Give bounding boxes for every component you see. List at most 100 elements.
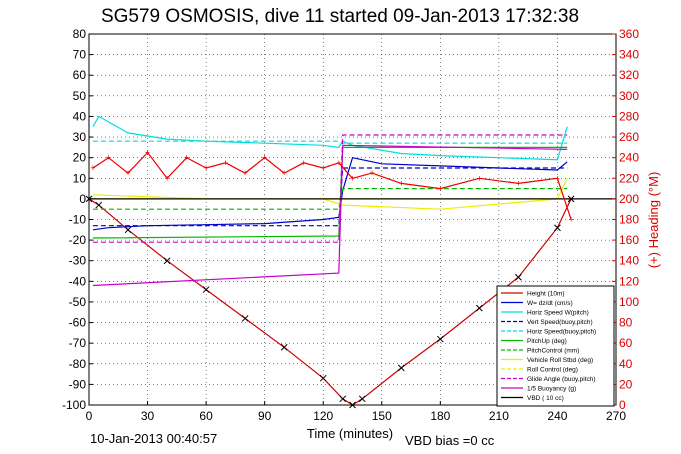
legend-entry: PitchUp (deg) bbox=[527, 338, 567, 345]
series-horiz-speed-w-pitch bbox=[92, 115, 568, 161]
y-tick-label: -50 bbox=[69, 295, 87, 309]
y-tick-label: 10 bbox=[73, 171, 87, 185]
heading-point: + bbox=[399, 178, 404, 188]
x-tick-label: 270 bbox=[606, 409, 626, 423]
y-right-tick-label: 100 bbox=[619, 295, 639, 309]
y-right-tick-label: 180 bbox=[619, 213, 639, 227]
y-right-tick-label: 240 bbox=[619, 151, 639, 165]
y-right-tick-label: 160 bbox=[619, 233, 639, 247]
y-tick-label: -70 bbox=[69, 336, 87, 350]
height-point bbox=[280, 343, 288, 351]
y-tick-label: 0 bbox=[79, 192, 86, 206]
x-tick-label: 120 bbox=[313, 409, 333, 423]
height-point bbox=[95, 201, 103, 209]
heading-point: + bbox=[350, 173, 355, 183]
heading-point: + bbox=[438, 184, 443, 194]
legend-entry: Glide Angle (buoy,pitch) bbox=[527, 376, 596, 383]
x-axis: 0 30 60 90 120 150 180 210 240 270 bbox=[86, 401, 626, 423]
legend-entry: PitchControl (mm) bbox=[527, 348, 579, 355]
legend-entry: Horiz Speed(buoy,pitch) bbox=[527, 329, 596, 336]
heading-point: + bbox=[184, 153, 189, 163]
heading-point: + bbox=[301, 158, 306, 168]
height-point bbox=[476, 304, 483, 312]
y-tick-label: 70 bbox=[73, 48, 87, 62]
series-layer: + + + + + + + + + + + + + + + + + + + + + + bbox=[85, 115, 616, 409]
series-glide-angle-buoy-pitch bbox=[92, 134, 568, 243]
legend: Height (10m) W= dz/dt (cm/s) Horiz Speed W… bbox=[496, 285, 615, 407]
legend-entry: 1/5 Buoyancy (g) bbox=[527, 386, 576, 393]
height-point bbox=[515, 273, 522, 281]
heading-point: + bbox=[243, 168, 248, 178]
height-point bbox=[397, 364, 405, 372]
y-tick-label: 40 bbox=[73, 109, 87, 123]
heading-point: + bbox=[336, 158, 341, 168]
y-right-tick-label: 220 bbox=[619, 171, 639, 185]
legend-entry: W= dz/dt (cm/s) bbox=[527, 300, 573, 307]
y-right-tick-label: 120 bbox=[619, 274, 639, 288]
x-tick-label: 210 bbox=[489, 409, 509, 423]
right-axis: 3603403203002802602402202001801601401201… bbox=[612, 27, 639, 412]
y-right-tick-label: 280 bbox=[619, 109, 639, 123]
y-tick-label: -30 bbox=[69, 254, 87, 268]
y-tick-label: 50 bbox=[73, 89, 87, 103]
heading-point: + bbox=[568, 215, 573, 225]
y-tick-label: 60 bbox=[73, 68, 87, 82]
right-axis-label: (+) Heading (°M) bbox=[646, 172, 661, 269]
height-point bbox=[124, 226, 132, 234]
heading-point: + bbox=[516, 178, 521, 188]
y-right-tick-label: 200 bbox=[619, 192, 639, 206]
heading-point: + bbox=[369, 168, 374, 178]
y-right-tick-label: 80 bbox=[619, 316, 633, 330]
heading-point: + bbox=[282, 168, 287, 178]
heading-point: + bbox=[203, 163, 208, 173]
height-point bbox=[339, 395, 347, 403]
y-right-tick-label: 140 bbox=[619, 254, 639, 268]
y-tick-label: -90 bbox=[69, 377, 87, 391]
y-right-tick-label: 300 bbox=[619, 89, 639, 103]
x-tick-label: 90 bbox=[258, 409, 272, 423]
chart-title: SG579 OSMOSIS, dive 11 started 09-Jan-20… bbox=[101, 6, 579, 27]
y-tick-label: -40 bbox=[69, 274, 87, 288]
legend-entry: Horiz Speed W(pitch) bbox=[527, 310, 589, 317]
y-tick-label: 80 bbox=[73, 27, 87, 41]
heading-point: + bbox=[321, 163, 326, 173]
y-right-tick-label: 40 bbox=[619, 357, 633, 371]
heading-point: + bbox=[164, 173, 169, 183]
heading-point: + bbox=[555, 173, 560, 183]
y-tick-label: -10 bbox=[69, 213, 87, 227]
y-right-tick-label: 60 bbox=[619, 336, 633, 350]
heading-point: + bbox=[106, 153, 111, 163]
y-tick-label: -80 bbox=[69, 357, 87, 371]
legend-entry: VBD ( 10 cc) bbox=[527, 395, 564, 402]
y-right-tick-label: 360 bbox=[619, 27, 639, 41]
y-tick-label: 20 bbox=[73, 151, 87, 165]
y-right-tick-label: 20 bbox=[619, 377, 633, 391]
height-point bbox=[202, 286, 210, 293]
y-tick-label: -20 bbox=[69, 233, 87, 247]
y-tick-label: -100 bbox=[62, 398, 86, 412]
height-point bbox=[567, 195, 575, 203]
height-point bbox=[241, 315, 249, 322]
heading-point: + bbox=[223, 158, 228, 168]
height-point bbox=[554, 224, 561, 232]
heading-point: + bbox=[477, 173, 482, 183]
x-axis-label: Time (minutes) bbox=[307, 426, 393, 441]
x-tick-label: 240 bbox=[547, 409, 567, 423]
series-heading bbox=[92, 151, 572, 220]
heading-point: + bbox=[262, 153, 267, 163]
y-tick-label: 30 bbox=[73, 130, 87, 144]
series-pitchup-deg bbox=[92, 146, 568, 239]
legend-entry: Roll Control (deg) bbox=[527, 367, 578, 374]
height-point bbox=[319, 374, 327, 382]
x-tick-label: 60 bbox=[199, 409, 213, 423]
series-1-5-buoyancy-g bbox=[92, 144, 568, 287]
y-right-tick-label: 260 bbox=[619, 130, 639, 144]
x-tick-label: 0 bbox=[86, 409, 93, 423]
heading-point: + bbox=[90, 163, 95, 173]
y-right-tick-label: 0 bbox=[619, 398, 626, 412]
vbd-bias-label: VBD bias =0 cc bbox=[405, 433, 495, 448]
height-point bbox=[163, 257, 171, 265]
end-time-label: 10-Jan-2013 00:40:57 bbox=[90, 431, 218, 446]
x-tick-label: 150 bbox=[372, 409, 392, 423]
